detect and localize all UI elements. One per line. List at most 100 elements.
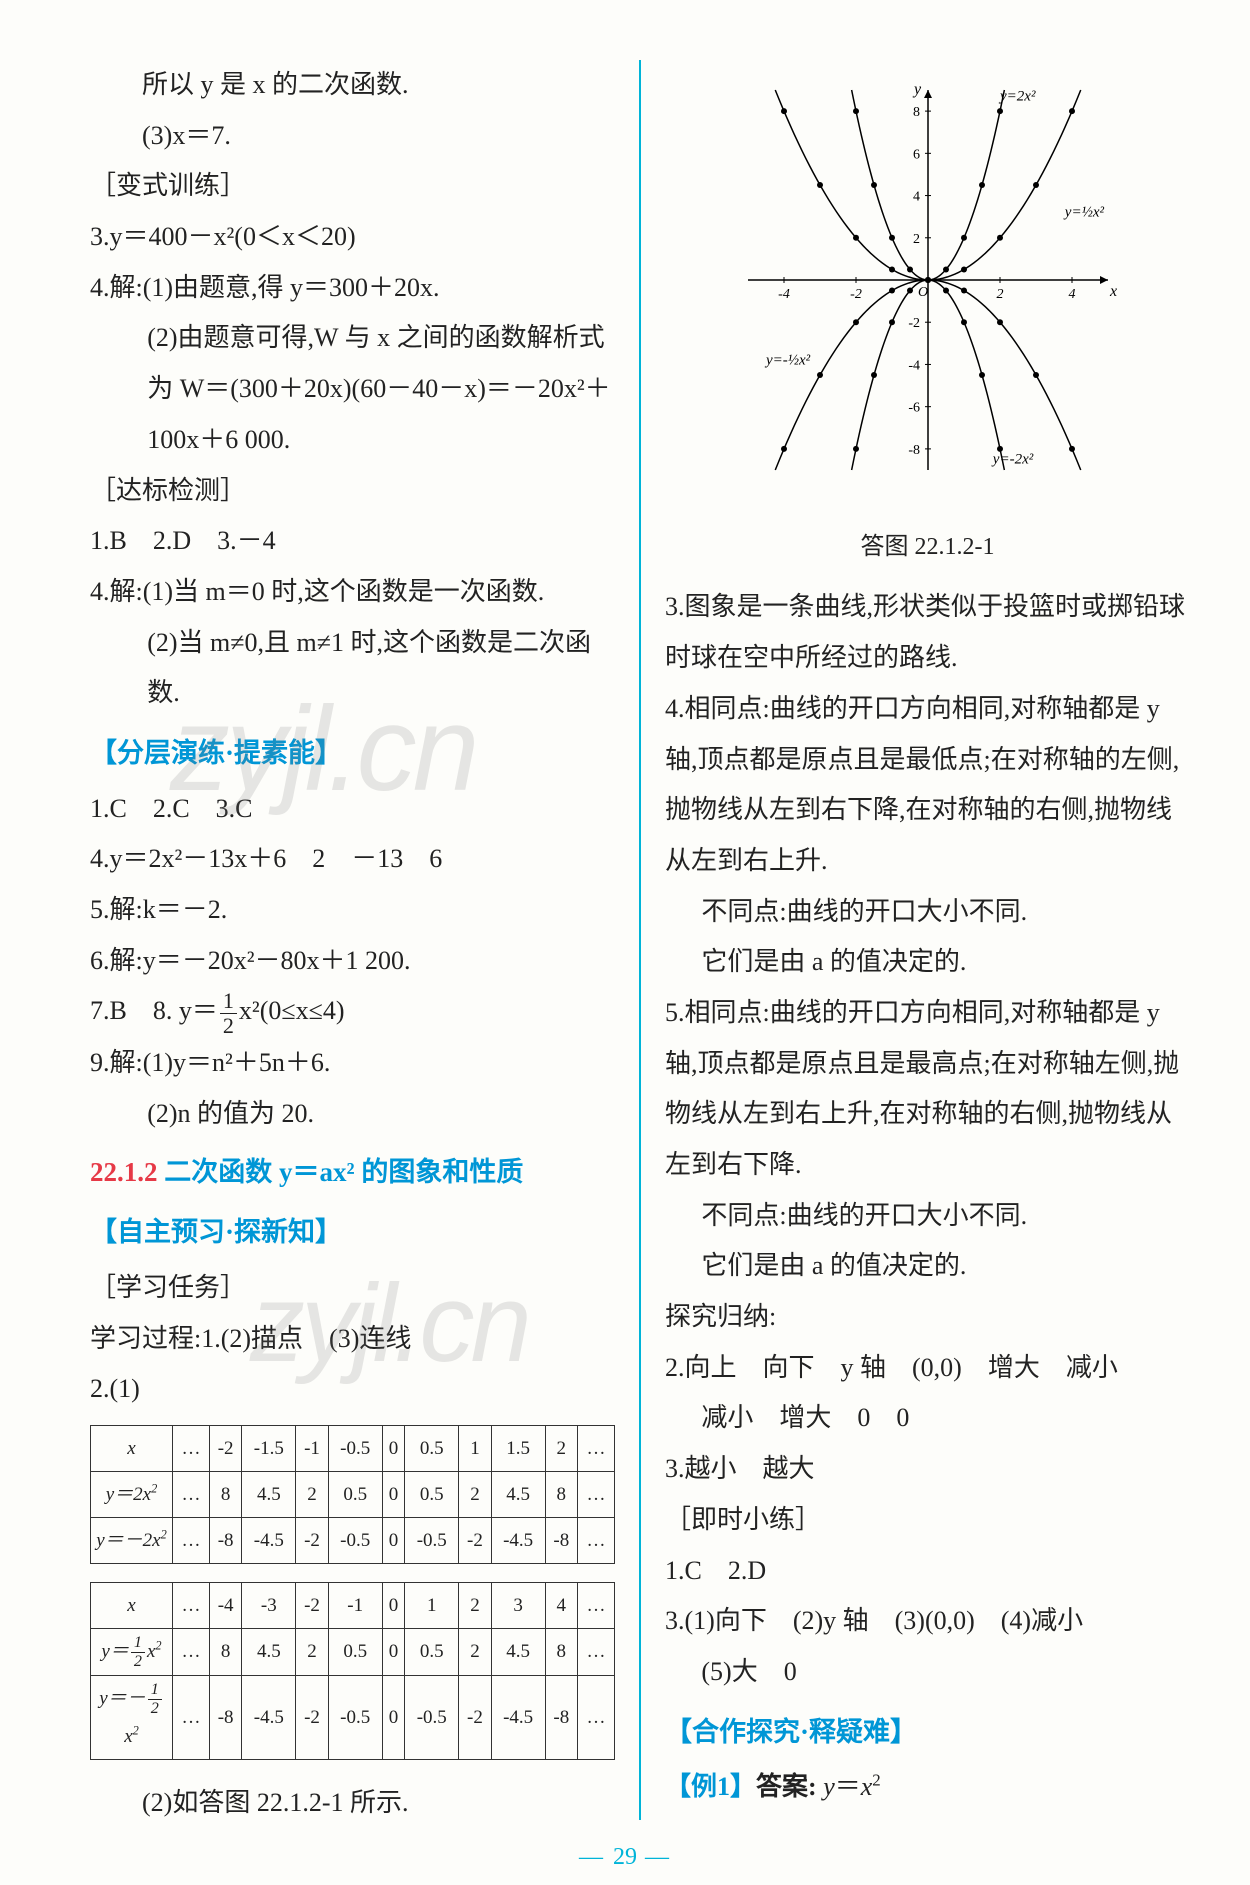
text-line: 4.y＝2x²－13x＋6 2 －13 6: [90, 834, 615, 885]
table-cell: …: [173, 1425, 210, 1471]
table-cell: y＝12x2: [91, 1629, 173, 1676]
section-heading-blue: 【合作探究·释疑难】: [665, 1706, 1190, 1759]
svg-text:y=-2x²: y=-2x²: [990, 452, 1033, 468]
table-cell: 0: [382, 1471, 404, 1517]
section-number: 22.1.2: [90, 1157, 158, 1187]
data-table-1: x … -2 -1.5 -1 -0.5 0 0.5 1 1.5 2 … y＝2x…: [90, 1425, 615, 1564]
table-cell: 0: [382, 1583, 404, 1629]
text-line: 3.越小 越大: [665, 1444, 1190, 1495]
example-answer: 答案: y＝x2: [756, 1772, 881, 1801]
table-cell: …: [577, 1675, 614, 1759]
subheading: ［即时小练］: [665, 1495, 1190, 1546]
table-row: x … -4 -3 -2 -1 0 1 2 3 4 …: [91, 1583, 615, 1629]
table-cell: x: [91, 1583, 173, 1629]
chart-svg: -4-224-8-6-4-22468Oxyy=2x²y=½x²y=-½x²y=-…: [718, 60, 1138, 500]
table-cell: 8: [210, 1629, 242, 1676]
table-row: y＝－2x2 … -8 -4.5 -2 -0.5 0 -0.5 -2 -4.5 …: [91, 1517, 615, 1563]
table-cell: -4.5: [491, 1517, 545, 1563]
label: y＝: [179, 996, 218, 1025]
text-line: 3.图象是一条曲线,形状类似于投篮时或掷铅球时球在空中所经过的路线.: [665, 582, 1190, 683]
svg-text:-6: -6: [908, 401, 920, 416]
svg-text:-2: -2: [908, 316, 920, 331]
svg-text:8: 8: [913, 105, 920, 120]
table-row: x … -2 -1.5 -1 -0.5 0 0.5 1 1.5 2 …: [91, 1425, 615, 1471]
table-cell: 0.5: [405, 1425, 459, 1471]
table-cell: -2: [296, 1517, 328, 1563]
table-cell: 4.5: [491, 1629, 545, 1676]
text-line: 5.相同点:曲线的开口方向相同,对称轴都是 y 轴,顶点都是原点且是最高点;在对…: [665, 988, 1190, 1191]
svg-text:-4: -4: [778, 287, 790, 302]
page-number: — 29 —: [0, 1844, 1250, 1871]
text-line: 4.相同点:曲线的开口方向相同,对称轴都是 y 轴,顶点都是原点且是最低点;在对…: [665, 684, 1190, 887]
answer-row: 1.C 2.D: [665, 1546, 1190, 1597]
table-cell: 1: [405, 1583, 459, 1629]
svg-text:y=2x²: y=2x²: [998, 89, 1036, 105]
table-cell: -0.5: [405, 1517, 459, 1563]
left-column: 所以 y 是 x 的二次函数. (3)x＝7. ［变式训练］ 3.y＝400－x…: [90, 60, 633, 1820]
text-line: 不同点:曲线的开口大小不同.: [665, 887, 1190, 938]
section-text: 二次函数 y＝ax² 的图象和性质: [164, 1157, 523, 1187]
text-line: 2.(1): [90, 1364, 615, 1415]
table-cell: -2: [210, 1425, 242, 1471]
table-cell: 4.5: [242, 1629, 296, 1676]
table-cell: 0: [382, 1517, 404, 1563]
table-cell: 0: [382, 1629, 404, 1676]
table-row: y＝2x2 … 8 4.5 2 0.5 0 0.5 2 4.5 8 …: [91, 1471, 615, 1517]
table-cell: 0.5: [328, 1471, 382, 1517]
text-line: 不同点:曲线的开口大小不同.: [665, 1191, 1190, 1242]
table-cell: …: [173, 1471, 210, 1517]
table-cell: -4: [210, 1583, 242, 1629]
text-line: (2)当 m≠0,且 m≠1 时,这个函数是二次函数.: [90, 618, 615, 719]
table-cell: 2: [459, 1629, 491, 1676]
table-cell: -2: [459, 1675, 491, 1759]
table-cell: …: [173, 1675, 210, 1759]
text-line: 【例1】答案: y＝x2: [665, 1762, 1190, 1813]
svg-text:6: 6: [913, 147, 920, 162]
text-line: 6.解:y＝－20x²－80x＋1 200.: [90, 936, 615, 987]
subheading: ［学习任务］: [90, 1263, 615, 1314]
table-cell: -1: [328, 1583, 382, 1629]
table-cell: 0: [382, 1675, 404, 1759]
svg-text:-2: -2: [850, 287, 862, 302]
table-cell: …: [577, 1425, 614, 1471]
right-column: -4-224-8-6-4-22468Oxyy=2x²y=½x²y=-½x²y=-…: [647, 60, 1190, 1820]
svg-text:y=-½x²: y=-½x²: [764, 352, 811, 368]
svg-text:4: 4: [1068, 287, 1075, 302]
chart-caption: 答图 22.1.2-1: [665, 524, 1190, 571]
svg-text:-8: -8: [908, 443, 920, 458]
table-cell: …: [577, 1583, 614, 1629]
text-line: 4.解:(1)当 m＝0 时,这个函数是一次函数.: [90, 567, 615, 618]
table-cell: -4.5: [491, 1675, 545, 1759]
text-line: (2)n 的值为 20.: [90, 1089, 615, 1140]
svg-text:x: x: [1109, 283, 1117, 300]
page-number-value: 29: [613, 1844, 637, 1870]
table-cell: …: [577, 1517, 614, 1563]
subheading: 探究归纳:: [665, 1292, 1190, 1343]
label: 7.B 8.: [90, 996, 172, 1025]
text-line: 9.解:(1)y＝n²＋5n＋6.: [90, 1038, 615, 1089]
table-cell: -0.5: [328, 1675, 382, 1759]
table-cell: y＝－2x2: [91, 1517, 173, 1563]
table-cell: 1.5: [491, 1425, 545, 1471]
svg-text:y=½x²: y=½x²: [1062, 205, 1104, 221]
label: x²(0≤x≤4): [239, 996, 345, 1025]
table-cell: y＝－12x2: [91, 1675, 173, 1759]
table-cell: -3: [242, 1583, 296, 1629]
svg-text:O: O: [918, 285, 928, 300]
table-cell: -2: [296, 1675, 328, 1759]
table-cell: 0.5: [405, 1471, 459, 1517]
text-line: 4.解:(1)由题意,得 y＝300＋20x.: [90, 263, 615, 314]
table-cell: -0.5: [328, 1517, 382, 1563]
table-cell: 3: [491, 1583, 545, 1629]
table-cell: -4.5: [242, 1675, 296, 1759]
table-cell: -2: [296, 1583, 328, 1629]
example-label: 【例1】: [665, 1772, 756, 1801]
subheading: ［达标检测］: [90, 466, 615, 517]
table-cell: 2: [296, 1471, 328, 1517]
text-line: (2)由题意可得,W 与 x 之间的函数解析式为 W＝(300＋20x)(60－…: [90, 313, 615, 465]
text-line: 减小 增大 0 0: [665, 1393, 1190, 1444]
text-line: 所以 y 是 x 的二次函数.: [90, 60, 615, 111]
table-cell: 2: [545, 1425, 577, 1471]
text-line: 它们是由 a 的值决定的.: [665, 1241, 1190, 1292]
table-cell: -2: [459, 1517, 491, 1563]
